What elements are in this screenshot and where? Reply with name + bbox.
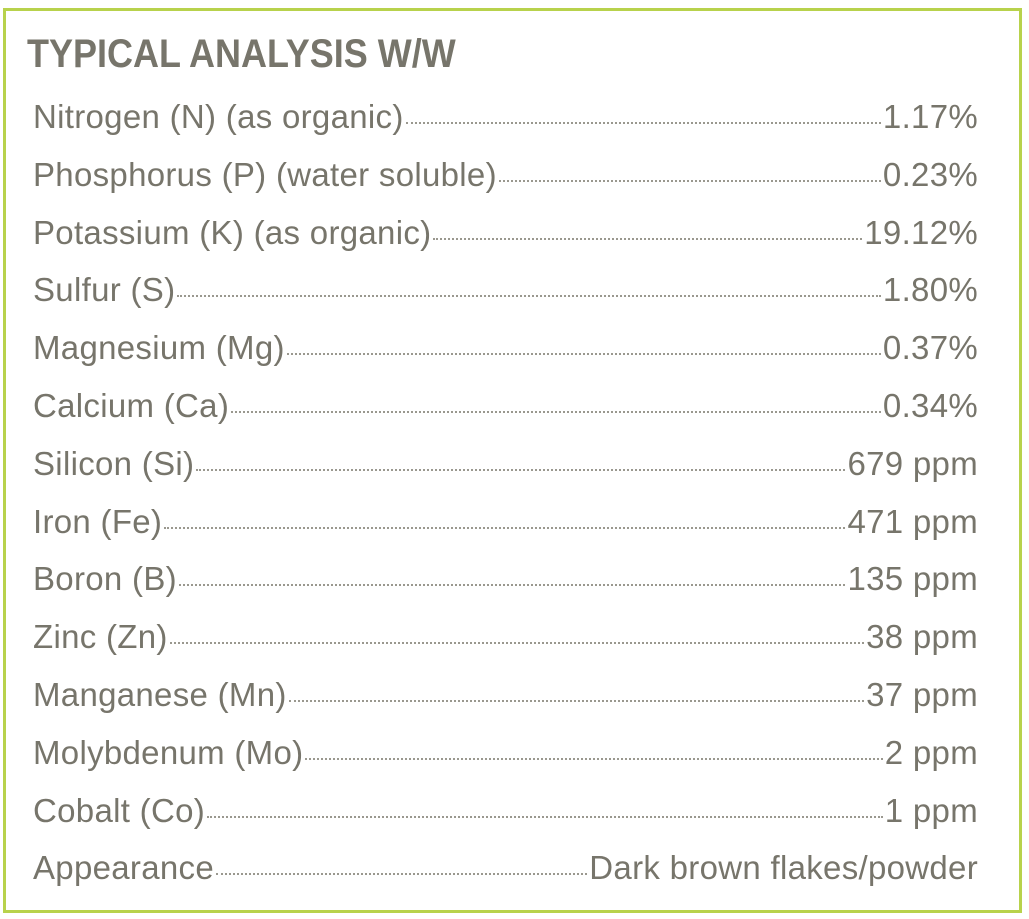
row-label: Calcium (Ca): [33, 386, 230, 424]
analysis-row: Boron (B) 135 ppm: [33, 550, 978, 608]
analysis-row: Molybdenum (Mo) 2 ppm: [33, 724, 978, 782]
row-value: 1 ppm: [884, 791, 978, 829]
analysis-row: Cobalt (Co) 1 ppm: [33, 782, 978, 840]
row-value: 0.23%: [882, 155, 978, 193]
analysis-panel: [3, 8, 1022, 913]
row-value: 38 ppm: [866, 618, 978, 656]
row-value: 19.12%: [864, 213, 978, 251]
row-value: 0.37%: [882, 329, 978, 367]
row-value: 1.80%: [882, 271, 978, 309]
row-label: Zinc (Zn): [33, 618, 168, 656]
row-value: Dark brown flakes/powder: [589, 849, 978, 887]
dot-leader: [405, 122, 881, 124]
dot-leader: [177, 295, 881, 298]
row-value: 679 ppm: [847, 444, 978, 482]
row-label: Iron (Fe): [33, 502, 163, 540]
analysis-row: Appearance Dark brown flakes/powder: [33, 839, 978, 897]
row-label: Potassium (K) (as organic): [33, 213, 432, 251]
dot-leader: [498, 179, 881, 182]
row-label: Phosphorus (P) (water soluble): [33, 155, 497, 193]
row-value: 37 ppm: [866, 675, 978, 713]
dot-leader: [178, 584, 846, 587]
row-label: Boron (B): [33, 560, 177, 598]
analysis-row: Potassium (K) (as organic) 19.12%: [33, 204, 978, 262]
dot-leader: [215, 873, 588, 876]
row-label: Manganese (Mn): [33, 675, 287, 713]
dot-leader: [288, 699, 865, 702]
analysis-row: Phosphorus (P) (water soluble) 0.23%: [33, 146, 978, 204]
analysis-row: Silicon (Si) 679 ppm: [33, 435, 978, 493]
row-value: 2 ppm: [884, 733, 978, 771]
dot-leader: [231, 410, 881, 413]
analysis-row: Magnesium (Mg) 0.37%: [33, 319, 978, 377]
row-label: Magnesium (Mg): [33, 329, 285, 367]
row-label: Sulfur (S): [33, 271, 176, 309]
analysis-title: TYPICAL ANALYSIS W/W: [27, 32, 456, 76]
row-label: Appearance: [33, 849, 214, 887]
analysis-table: Nitrogen (N) (as organic) 1.17% Phosphorus…: [33, 88, 978, 897]
analysis-row: Zinc (Zn) 38 ppm: [33, 608, 978, 666]
analysis-row: Iron (Fe) 471 ppm: [33, 493, 978, 551]
row-value: 0.34%: [882, 386, 978, 424]
row-label: Silicon (Si): [33, 444, 195, 482]
dot-leader: [164, 526, 846, 529]
analysis-row: Nitrogen (N) (as organic) 1.17%: [33, 88, 978, 146]
dot-leader: [169, 642, 865, 645]
row-value: 135 ppm: [847, 560, 978, 598]
dot-leader: [196, 468, 846, 471]
row-label: Nitrogen (N) (as organic): [33, 98, 404, 135]
analysis-row: Calcium (Ca) 0.34%: [33, 377, 978, 435]
row-label: Cobalt (Co): [33, 791, 206, 829]
row-value: 1.17%: [882, 98, 978, 135]
analysis-row: Sulfur (S) 1.80%: [33, 261, 978, 319]
row-value: 471 ppm: [847, 502, 978, 540]
analysis-row: Manganese (Mn) 37 ppm: [33, 666, 978, 724]
dot-leader: [207, 815, 883, 818]
row-label: Molybdenum (Mo): [33, 733, 304, 771]
dot-leader: [286, 353, 881, 356]
dot-leader: [305, 757, 883, 760]
dot-leader: [433, 237, 863, 240]
